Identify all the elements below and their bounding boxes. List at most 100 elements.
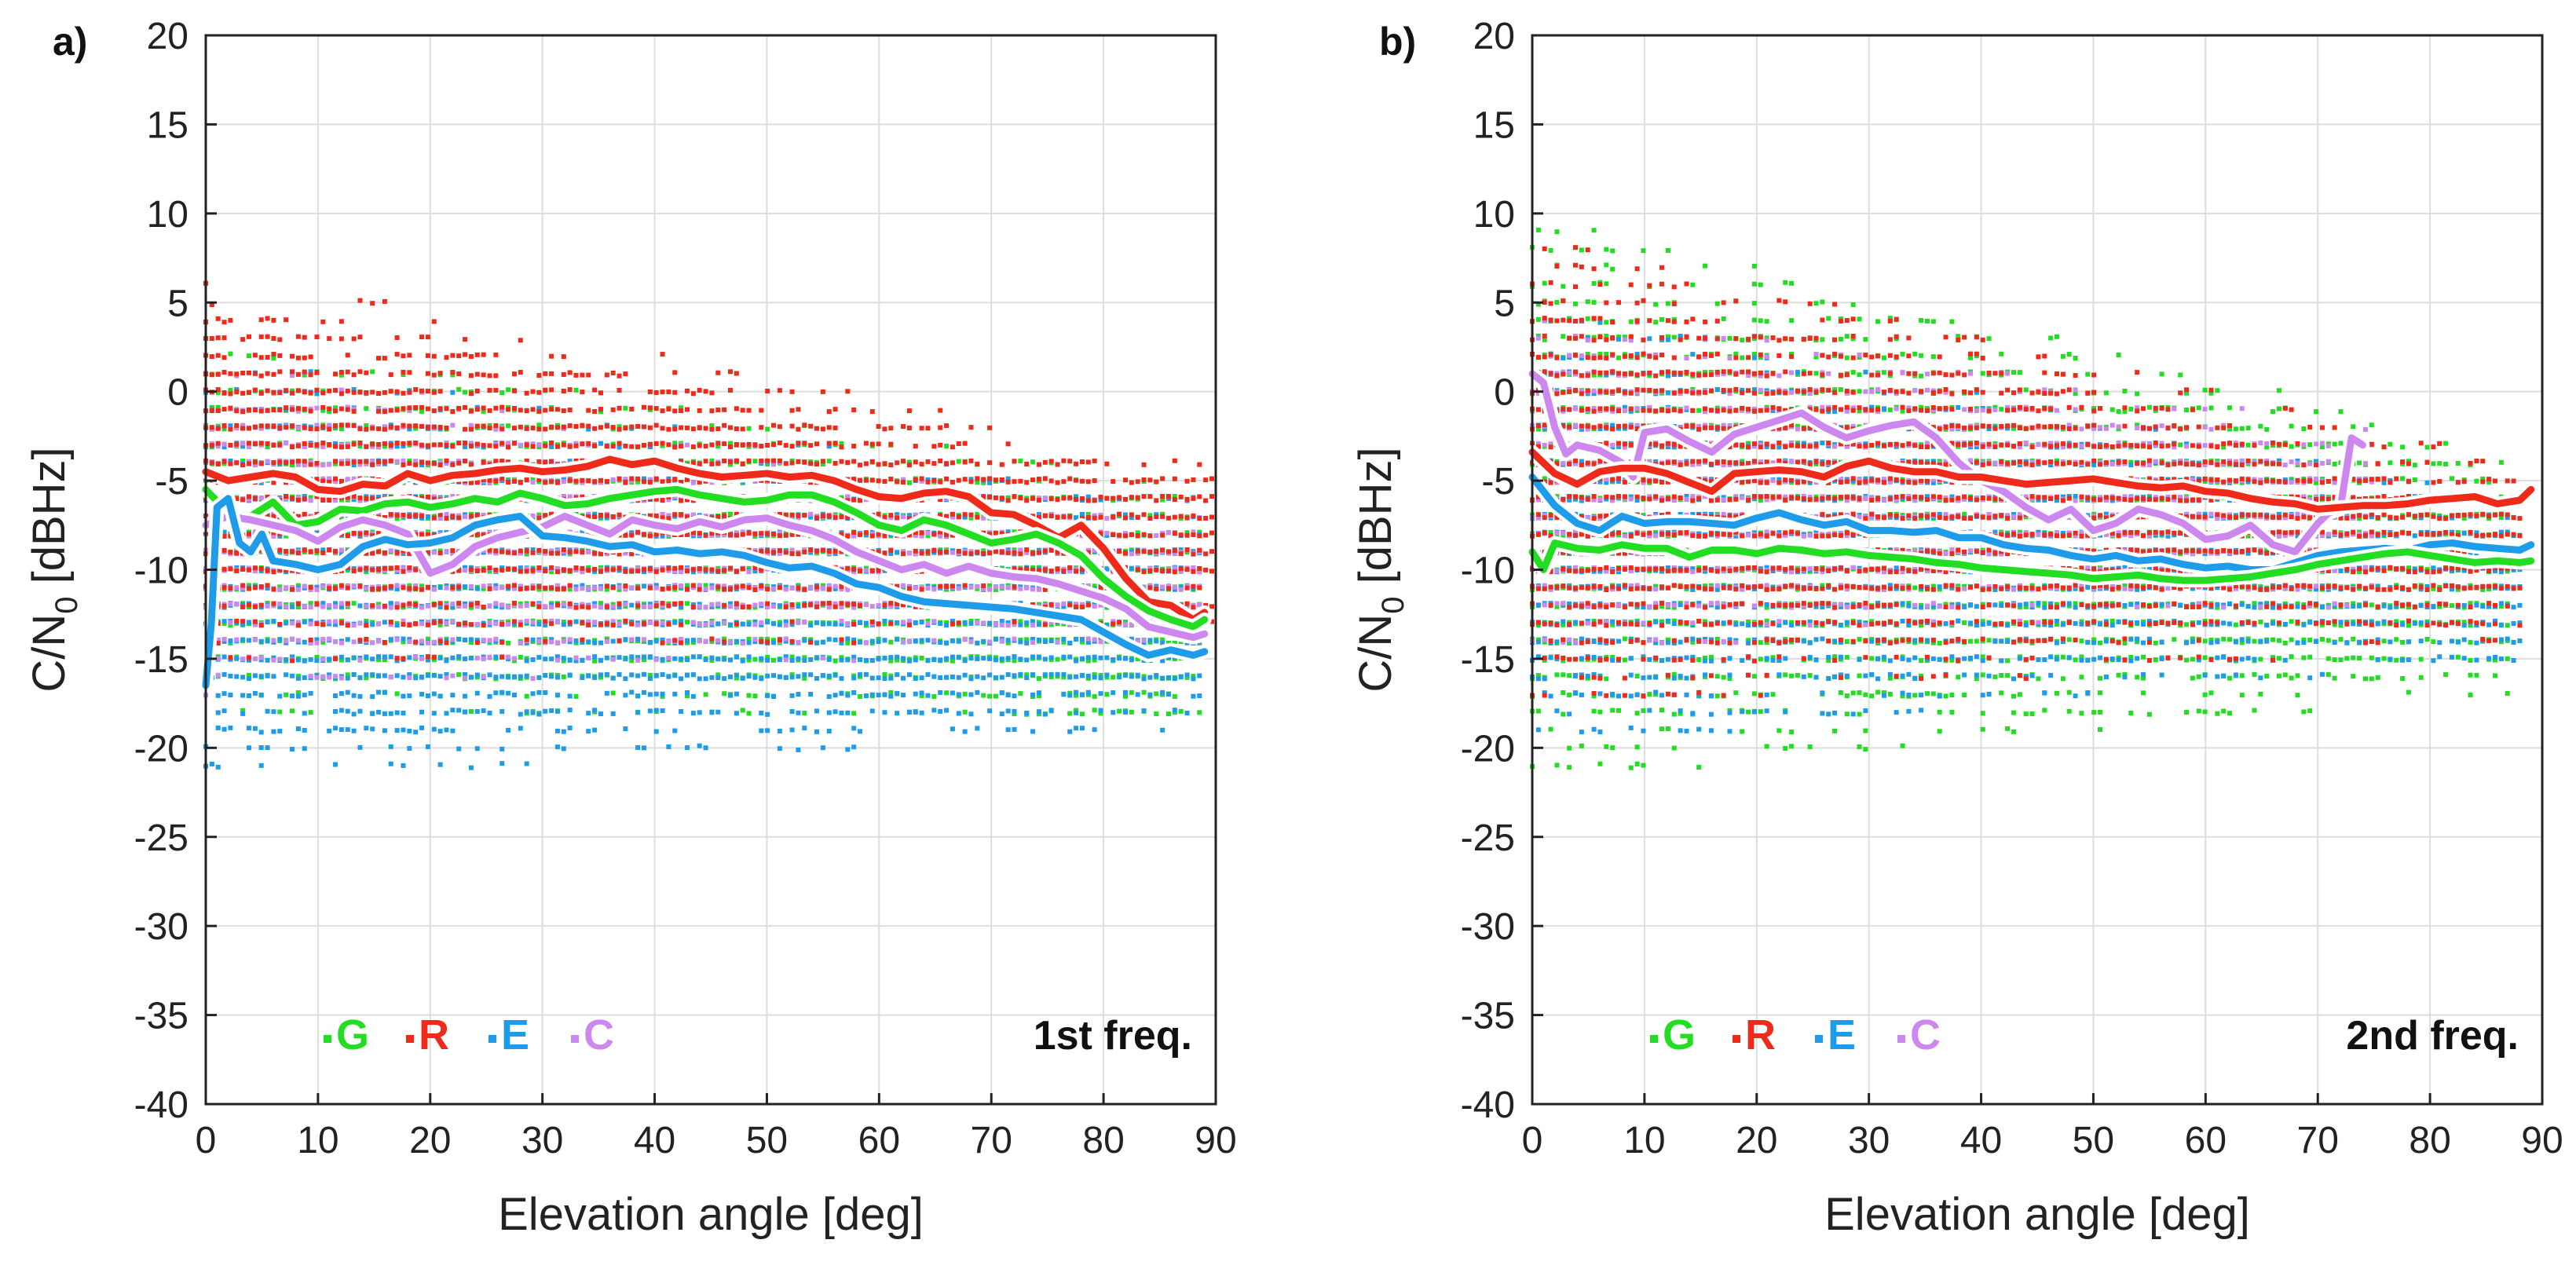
scatter-point-E: [869, 675, 875, 681]
scatter-point-G: [802, 710, 807, 715]
scatter-point-C: [789, 586, 795, 591]
scatter-point-C: [518, 640, 523, 645]
scatter-point-G: [536, 422, 542, 428]
scatter-point-E: [247, 726, 252, 731]
scatter-point-C: [1055, 639, 1060, 645]
scatter-point-C: [771, 586, 777, 591]
scatter-point-G: [703, 692, 708, 697]
scatter-point-E: [370, 622, 375, 627]
scatter-point-C: [413, 583, 419, 588]
scatter-point-C: [228, 620, 233, 625]
scatter-point-G: [722, 636, 727, 642]
scatter-point-E: [962, 514, 968, 520]
scatter-point-C: [586, 620, 591, 625]
scatter-point-E: [808, 691, 814, 697]
scatter-point-E: [617, 444, 622, 450]
scatter-point-E: [240, 444, 246, 449]
scatter-point-E: [1042, 656, 1048, 662]
scatter-point-C: [679, 569, 684, 575]
scatter-point-E: [425, 744, 430, 749]
scatter-point-E: [240, 693, 246, 698]
scatter-point-C: [1048, 620, 1054, 625]
scatter-point-G: [308, 601, 313, 606]
scatter-point-G: [1061, 639, 1067, 645]
scatter-point-C: [641, 637, 646, 642]
scatter-point-E: [580, 529, 585, 535]
scatter-point-E: [1191, 676, 1196, 682]
scatter-point-E: [629, 602, 635, 608]
scatter-point-G: [364, 406, 369, 411]
scatter-point-C: [221, 636, 227, 642]
scatter-point-E: [290, 654, 295, 660]
scatter-point-E: [561, 656, 566, 661]
scatter-point-E: [240, 711, 246, 716]
scatter-point-E: [975, 674, 980, 679]
scatter-point-E: [598, 672, 603, 678]
scatter-point-G: [888, 689, 894, 695]
scatter-point-G: [617, 587, 622, 592]
scatter-point-E: [832, 551, 838, 557]
scatter-point-G: [338, 426, 344, 432]
scatter-point-E: [796, 747, 801, 752]
scatter-point-E: [1165, 675, 1171, 680]
scatter-point-C: [338, 601, 344, 606]
scatter-point-G: [975, 480, 980, 485]
scatter-point-E: [265, 657, 270, 663]
scatter-point-G: [1005, 640, 1011, 645]
scatter-point-C: [388, 605, 393, 610]
scatter-point-E: [567, 725, 573, 730]
scatter-point-E: [271, 729, 276, 734]
scatter-point-E: [1160, 689, 1165, 695]
scatter-point-C: [1024, 585, 1030, 591]
scatter-point-G: [1074, 693, 1079, 698]
scatter-point-E: [826, 694, 832, 700]
scatter-point-E: [1117, 675, 1122, 680]
scatter-point-C: [697, 569, 702, 574]
scatter-point-C: [580, 569, 585, 575]
scatter-point-C: [308, 641, 313, 646]
scatter-point-C: [1098, 639, 1103, 645]
scatter-point-G: [752, 459, 758, 464]
scatter-point-G: [1012, 658, 1017, 664]
scatter-point-E: [882, 618, 887, 624]
scatter-point-G: [456, 386, 462, 392]
scatter-point-C: [511, 586, 517, 591]
scatter-point-E: [789, 727, 795, 733]
scatter-point-E: [858, 620, 863, 626]
scatter-point-E: [240, 675, 246, 680]
scatter-point-E: [895, 711, 900, 716]
scatter-point-E: [869, 708, 875, 714]
scatter-point-C: [327, 636, 332, 642]
scatter-point-E: [1074, 637, 1079, 642]
scatter-point-G: [308, 495, 313, 500]
scatter-point-E: [493, 675, 499, 680]
scatter-point-E: [586, 426, 591, 432]
scatter-point-C: [653, 585, 659, 591]
scatter-point-G: [1061, 675, 1067, 680]
scatter-point-G: [1141, 674, 1147, 679]
scatter-point-G: [919, 693, 924, 698]
scatter-point-E: [672, 673, 678, 678]
scatter-point-E: [944, 708, 950, 713]
scatter-point-E: [1048, 708, 1054, 713]
scatter-point-E: [728, 529, 734, 535]
scatter-point-G: [888, 673, 894, 678]
scatter-point-E: [895, 654, 900, 660]
scatter-point-E: [376, 654, 382, 660]
scatter-point-E: [1122, 689, 1128, 695]
scatter-point-E: [444, 711, 449, 716]
scatter-point-G: [1129, 709, 1134, 715]
scatter-point-E: [604, 655, 609, 660]
scatter-point-C: [623, 587, 628, 592]
scatter-point-E: [1012, 654, 1017, 660]
scatter-point-E: [388, 601, 393, 606]
scatter-point-C: [314, 640, 320, 645]
scatter-point-E: [728, 693, 734, 698]
scatter-point-E: [413, 675, 419, 681]
scatter-point-E: [715, 621, 721, 627]
scatter-point-E: [981, 638, 986, 644]
scatter-point-C: [425, 620, 430, 625]
scatter-point-E: [394, 587, 400, 592]
scatter-point-E: [635, 673, 641, 678]
scatter-point-E: [826, 444, 832, 449]
